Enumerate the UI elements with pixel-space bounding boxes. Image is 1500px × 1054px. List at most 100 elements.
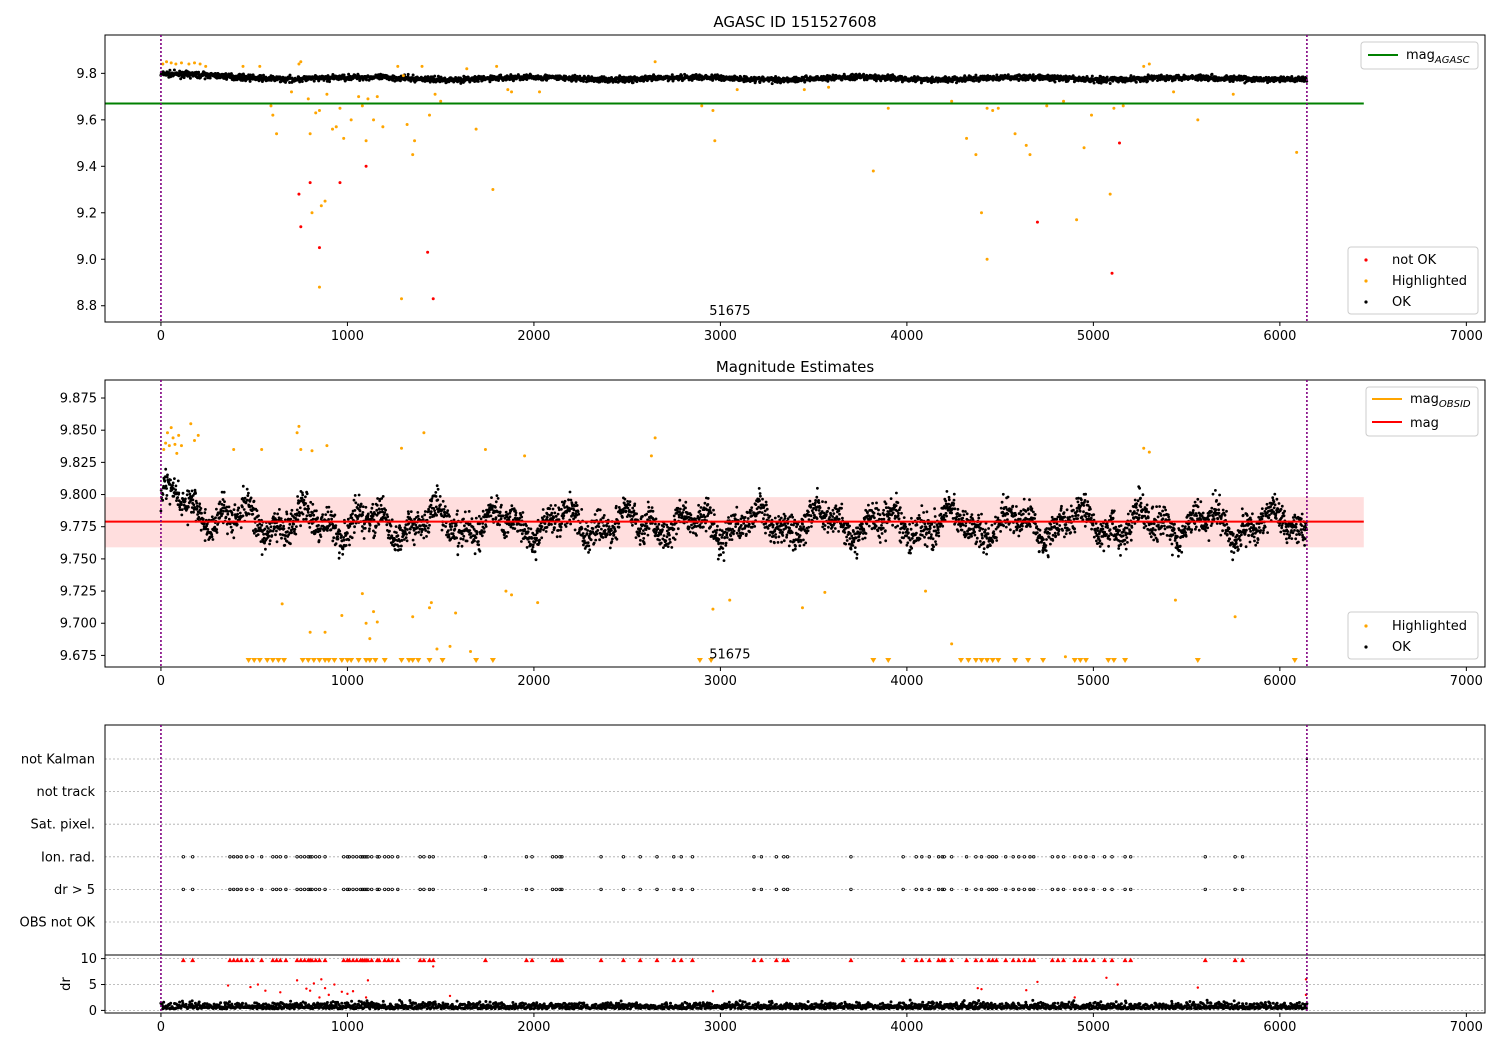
ok-point — [652, 510, 655, 513]
ok-point — [311, 503, 314, 506]
ok-point — [684, 507, 687, 510]
ok-point — [662, 525, 665, 528]
highlighted-point — [314, 111, 317, 114]
ok-point — [371, 507, 374, 510]
ok-point — [666, 535, 669, 538]
highlighted-point — [318, 286, 321, 289]
highlighted-point — [1090, 114, 1093, 117]
ok-point — [521, 532, 524, 535]
ok-point — [456, 510, 459, 513]
ok-point — [464, 511, 467, 514]
ok-point — [307, 505, 310, 508]
ok-point — [974, 74, 977, 77]
ok-point — [448, 533, 451, 536]
ok-point — [435, 495, 438, 498]
highlighted-point — [997, 107, 1000, 110]
ok-point — [556, 535, 559, 538]
ok-point — [359, 510, 362, 513]
ok-point — [351, 512, 354, 515]
highlighted-point — [1062, 100, 1065, 103]
ok-point — [239, 512, 242, 515]
ok-point — [522, 511, 525, 514]
ok-point — [1106, 76, 1109, 79]
ok-point — [345, 544, 348, 547]
highlighted-point — [309, 132, 312, 135]
ok-point — [609, 547, 612, 550]
ok-point — [301, 80, 304, 83]
ok-point — [257, 514, 260, 517]
ok-point — [204, 539, 207, 542]
ok-point — [581, 527, 584, 530]
ok-point — [338, 557, 341, 560]
ok-point — [471, 517, 474, 520]
highlighted-point — [736, 88, 739, 91]
ok-point — [373, 534, 376, 537]
ytick-label: 9.2 — [76, 206, 97, 221]
ok-point — [250, 497, 253, 500]
ok-point — [187, 506, 190, 509]
ok-point — [560, 522, 563, 525]
ok-point — [552, 516, 555, 519]
ok-point — [562, 514, 565, 517]
highlighted-point — [872, 169, 875, 172]
ok-point — [565, 525, 568, 528]
ok-point — [660, 542, 663, 545]
ok-point — [280, 517, 283, 520]
ok-point — [434, 491, 437, 494]
ok-point — [294, 533, 297, 536]
ok-point — [444, 505, 447, 508]
ok-point — [304, 495, 307, 498]
ok-point — [647, 534, 650, 537]
ok-point — [436, 499, 439, 502]
xtick-label: 3000 — [704, 329, 737, 344]
ok-point — [328, 80, 331, 83]
ok-point — [477, 543, 480, 546]
ok-point — [666, 526, 669, 529]
ok-point — [635, 512, 638, 515]
ok-point — [288, 527, 291, 530]
ok-point — [169, 479, 172, 482]
ok-point — [433, 509, 436, 512]
ok-point — [224, 72, 227, 75]
ok-point — [492, 518, 495, 521]
highlighted-point — [307, 97, 310, 100]
ok-point — [1130, 74, 1133, 77]
ok-point — [230, 526, 233, 529]
ok-point — [278, 508, 281, 511]
ok-point — [560, 508, 563, 511]
ok-point — [187, 490, 190, 493]
not-ok-point — [338, 181, 341, 184]
ok-point — [376, 497, 379, 500]
ok-point — [382, 495, 385, 498]
ok-point — [308, 526, 311, 529]
ok-point — [363, 537, 366, 540]
highlighted-point — [311, 211, 314, 214]
ok-point — [587, 541, 590, 544]
ok-point — [377, 523, 380, 526]
ok-point — [451, 525, 454, 528]
ok-point — [548, 507, 551, 510]
ok-point — [639, 527, 642, 530]
ok-point — [416, 511, 419, 514]
ok-point — [312, 518, 315, 521]
ok-point — [175, 499, 178, 502]
ok-point — [611, 538, 614, 541]
ok-point — [495, 500, 498, 503]
ok-point — [439, 495, 442, 498]
ok-point — [677, 507, 680, 510]
highlighted-point — [475, 128, 478, 131]
ok-point — [198, 502, 201, 505]
ok-point — [196, 507, 199, 510]
ok-point — [490, 496, 493, 499]
highlighted-point — [700, 104, 703, 107]
ok-point — [211, 535, 214, 538]
ok-point — [225, 516, 228, 519]
ok-point — [510, 504, 513, 507]
ok-point — [306, 514, 309, 517]
ok-point — [264, 548, 267, 551]
ok-point — [550, 523, 553, 526]
ok-point — [409, 528, 412, 531]
ok-point — [163, 480, 166, 483]
highlighted-point — [350, 118, 353, 121]
